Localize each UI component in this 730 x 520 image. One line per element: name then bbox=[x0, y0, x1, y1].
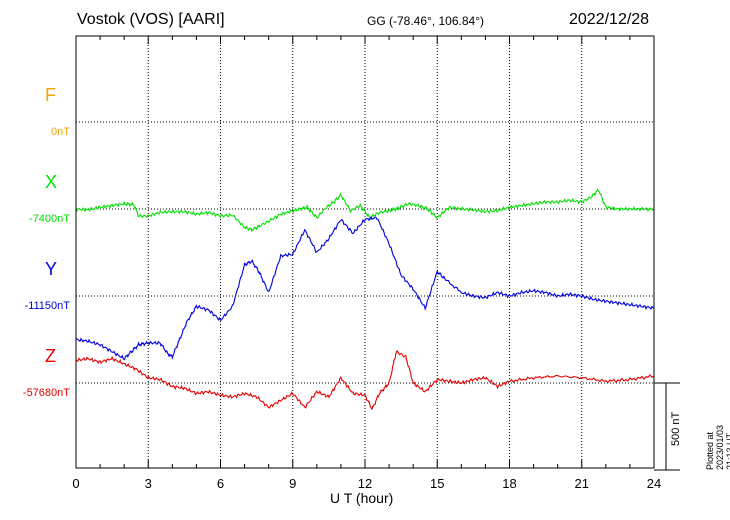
x-tick-label: 24 bbox=[646, 476, 662, 491]
baseline-value-x: -7400nT bbox=[29, 213, 70, 225]
channel-label-y: Y bbox=[45, 259, 58, 279]
x-axis-label: U T (hour) bbox=[330, 490, 394, 506]
series-line-y bbox=[75, 216, 655, 361]
x-tick-label: 15 bbox=[430, 476, 445, 491]
axis-ticks bbox=[75, 36, 655, 468]
baseline-value-f: 0nT bbox=[51, 126, 70, 138]
series-lines bbox=[75, 188, 655, 410]
plotted-timestamp: Plotted at 2023/01/03 21:13 UT bbox=[705, 424, 730, 470]
plot-date: 2022/12/28 bbox=[569, 11, 650, 28]
series-line-x bbox=[75, 188, 655, 233]
x-tick-label: 18 bbox=[502, 476, 517, 491]
x-tick-label: 6 bbox=[216, 476, 225, 491]
series-line-z bbox=[75, 349, 655, 410]
grid-lines bbox=[76, 36, 654, 468]
station-coordinates: GG (-78.46°, 106.84°) bbox=[367, 14, 484, 28]
scale-bar bbox=[654, 382, 680, 471]
station-title: Vostok (VOS) [AARI] bbox=[77, 11, 225, 28]
x-tick-label: 12 bbox=[357, 476, 373, 491]
channel-label-f: F bbox=[45, 85, 56, 105]
scale-bar-label: 500 nT bbox=[670, 411, 682, 446]
x-tick-label: 3 bbox=[144, 476, 152, 491]
x-tick-label: 0 bbox=[72, 476, 80, 491]
baseline-value-y: -11150nT bbox=[24, 300, 70, 312]
x-tick-label: 21 bbox=[574, 476, 589, 491]
baseline-value-z: -57680nT bbox=[22, 387, 70, 399]
channel-label-z: Z bbox=[45, 346, 56, 366]
channel-label-x: X bbox=[45, 172, 58, 192]
x-tick-label: 9 bbox=[289, 476, 297, 491]
